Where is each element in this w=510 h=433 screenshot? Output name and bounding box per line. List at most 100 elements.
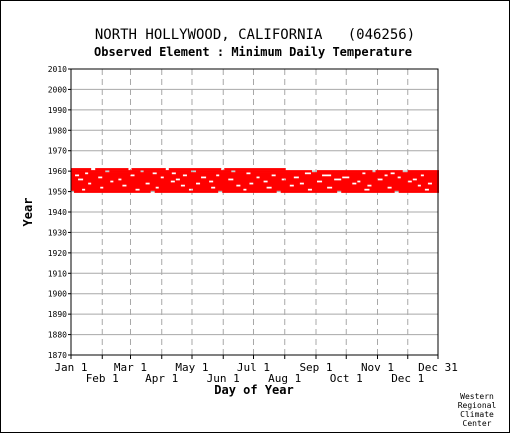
data-segment <box>215 186 267 189</box>
y-tick-label: 1890 <box>48 310 67 319</box>
data-segment <box>175 172 247 175</box>
y-tick-label: 1930 <box>48 228 67 237</box>
data-segment <box>428 188 440 191</box>
data-segment <box>293 184 368 187</box>
data-segment <box>411 180 440 183</box>
y-tick-label: 1950 <box>48 188 67 197</box>
data-segment <box>240 184 290 187</box>
data-segment <box>143 170 191 173</box>
data-segment <box>71 174 76 177</box>
y-axis-label: Year <box>21 198 35 227</box>
data-segment <box>420 184 440 187</box>
data-segment <box>91 182 146 185</box>
data-segment <box>206 176 257 179</box>
data-segment <box>311 188 365 191</box>
data-segment <box>360 180 408 183</box>
x-tick-label: Jun 1 <box>207 372 240 385</box>
x-tick-label: Dec 1 <box>391 372 424 385</box>
data-segment <box>71 188 83 191</box>
data-segment <box>219 174 272 177</box>
data-segment <box>331 174 385 177</box>
credit-line: Climate <box>460 410 494 419</box>
x-tick-label: Feb 1 <box>86 372 119 385</box>
data-segment <box>250 172 305 175</box>
data-segment <box>416 178 440 181</box>
data-segment <box>365 172 391 175</box>
data-segment <box>71 180 111 183</box>
data-segment <box>341 190 395 193</box>
data-segment <box>407 170 440 173</box>
wrcc-credit: Western Regional Climate Center <box>458 392 497 428</box>
data-segment <box>95 168 129 171</box>
y-axis-ticks: 2010 2000 1990 1980 1970 1960 1950 1940 1930 1920… <box>48 65 71 360</box>
data-segment <box>246 188 308 191</box>
data-layer <box>71 168 440 193</box>
x-tick-label: Aug 1 <box>268 372 301 385</box>
x-tick-label: Sep 1 <box>299 361 332 374</box>
grid-lines <box>70 68 439 356</box>
data-segment <box>341 178 378 181</box>
y-tick-label: 1990 <box>48 106 67 115</box>
x-axis-ticks: Jan 1 Mar 1 May 1 Jul 1 Sep 1 Nov 1 Dec 31 Feb … <box>54 355 458 385</box>
data-segment <box>233 178 282 181</box>
data-segment <box>149 182 197 185</box>
data-segment <box>113 180 171 183</box>
data-segment <box>71 178 79 181</box>
data-segment <box>317 170 373 173</box>
x-tick-label: Mar 1 <box>114 361 147 374</box>
data-segment <box>298 176 343 179</box>
data-segment <box>163 176 202 179</box>
data-segment <box>332 186 388 189</box>
data-segment <box>387 174 421 177</box>
data-segment <box>192 188 244 191</box>
data-segment <box>200 182 250 185</box>
credit-line: Regional <box>458 401 497 410</box>
x-tick-label: Oct 1 <box>330 372 363 385</box>
y-tick-label: 1900 <box>48 290 67 299</box>
data-segment <box>213 180 264 183</box>
data-segment <box>196 170 232 173</box>
data-segment <box>158 186 212 189</box>
data-segment <box>394 172 440 175</box>
x-tick-label: Jul 1 <box>237 361 270 374</box>
data-segment <box>285 178 335 181</box>
y-tick-label: 1960 <box>48 167 67 176</box>
data-segment <box>253 182 300 185</box>
y-tick-label: 1940 <box>48 208 67 217</box>
data-segment <box>423 174 440 177</box>
credit-line: Western <box>460 392 494 401</box>
x-tick-label: Jan 1 <box>54 361 87 374</box>
data-segment <box>121 178 176 181</box>
data-segment <box>71 176 99 179</box>
data-segment <box>71 168 92 171</box>
data-segment <box>126 184 181 187</box>
x-tick-label: Nov 1 <box>361 361 394 374</box>
data-segment <box>267 180 318 183</box>
data-segment <box>74 190 151 193</box>
data-segment <box>71 186 101 189</box>
data-segment <box>156 172 172 175</box>
data-segment <box>103 186 156 189</box>
data-segment <box>271 186 328 189</box>
data-segment <box>71 170 106 173</box>
data-segment <box>391 186 440 189</box>
chart-subtitle: Observed Element : Minimum Daily Tempera… <box>94 45 412 59</box>
data-segment <box>102 176 161 179</box>
data-segment <box>88 172 153 175</box>
y-tick-label: 1910 <box>48 269 67 278</box>
data-segment <box>179 178 229 181</box>
data-segment <box>83 178 119 181</box>
x-tick-label: Apr 1 <box>145 372 178 385</box>
credit-line: Center <box>463 419 492 428</box>
data-segment <box>398 190 440 193</box>
data-segment <box>275 174 323 177</box>
data-segment <box>235 170 312 173</box>
data-segment <box>109 170 141 173</box>
y-tick-label: 1870 <box>48 351 67 360</box>
data-segment <box>184 184 237 187</box>
data-segment <box>224 168 286 171</box>
data-segment <box>310 172 363 175</box>
data-segment <box>371 184 418 187</box>
x-tick-label: May 1 <box>175 361 208 374</box>
